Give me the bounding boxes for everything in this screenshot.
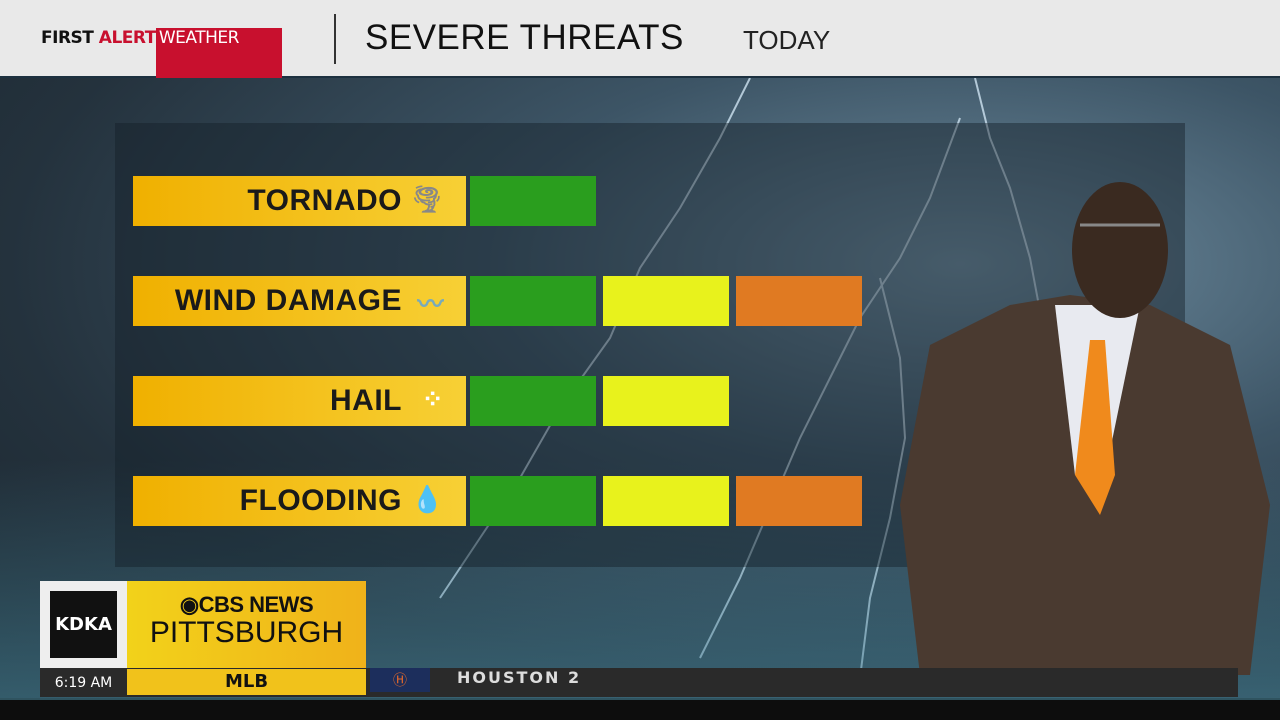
- threat-name: TORNADO: [247, 184, 402, 217]
- threat-label: FLOODING 💧: [133, 476, 466, 526]
- network-name: CBS NEWS: [198, 592, 314, 617]
- tornado-icon: 🌪: [410, 184, 444, 214]
- logo-alert: ALERT: [98, 28, 157, 48]
- threat-level-block: [603, 476, 729, 526]
- cbs-news-logo: ◉CBS NEWS: [179, 592, 314, 617]
- city-name: PITTSBURGH: [149, 616, 344, 649]
- kdka-logo: KDKA: [50, 591, 117, 658]
- threat-level-block: [736, 276, 862, 326]
- ticker-bar: 6:19 AM MLB Ⓗ HOUSTON 2: [40, 668, 1238, 697]
- ticker-category: MLB: [127, 669, 366, 695]
- threat-level-block: [736, 476, 862, 526]
- raindrop-icon: 💧: [411, 484, 444, 514]
- threat-name: FLOODING: [239, 484, 402, 517]
- clock: 6:19 AM: [54, 674, 113, 691]
- threat-level-block: [470, 176, 596, 226]
- wind-icon: 〰: [417, 289, 444, 319]
- network-branding: ◉CBS NEWS PITTSBURGH: [127, 581, 366, 668]
- hail-icon: ⁘: [421, 384, 444, 414]
- threat-name: HAIL: [330, 384, 402, 417]
- header-divider: [334, 14, 336, 64]
- threat-level-block: [603, 276, 729, 326]
- threat-level-block: [470, 276, 596, 326]
- page-title: SEVERE THREATS: [365, 18, 684, 57]
- ticker-text: HOUSTON 2: [457, 668, 582, 687]
- threat-label: WIND DAMAGE 〰: [133, 276, 466, 326]
- threat-name: WIND DAMAGE: [174, 284, 402, 317]
- header-bar: FIRST ALERT WEATHER SEVERE THREATS TODAY: [0, 0, 1280, 78]
- astros-logo-icon: Ⓗ: [370, 668, 430, 692]
- page-subtitle: TODAY: [743, 25, 831, 55]
- logo-first: FIRST: [41, 28, 94, 48]
- station-logo-box: KDKA: [40, 581, 127, 668]
- threat-label: TORNADO 🌪: [133, 176, 466, 226]
- threat-level-block: [470, 476, 596, 526]
- threat-level-block: [603, 376, 729, 426]
- first-alert-weather-logo: FIRST ALERT WEATHER: [41, 28, 282, 78]
- presenter: [900, 182, 1270, 675]
- logo-weather: WEATHER: [155, 28, 282, 78]
- threat-label: HAIL ⁘: [133, 376, 466, 426]
- threat-level-block: [470, 376, 596, 426]
